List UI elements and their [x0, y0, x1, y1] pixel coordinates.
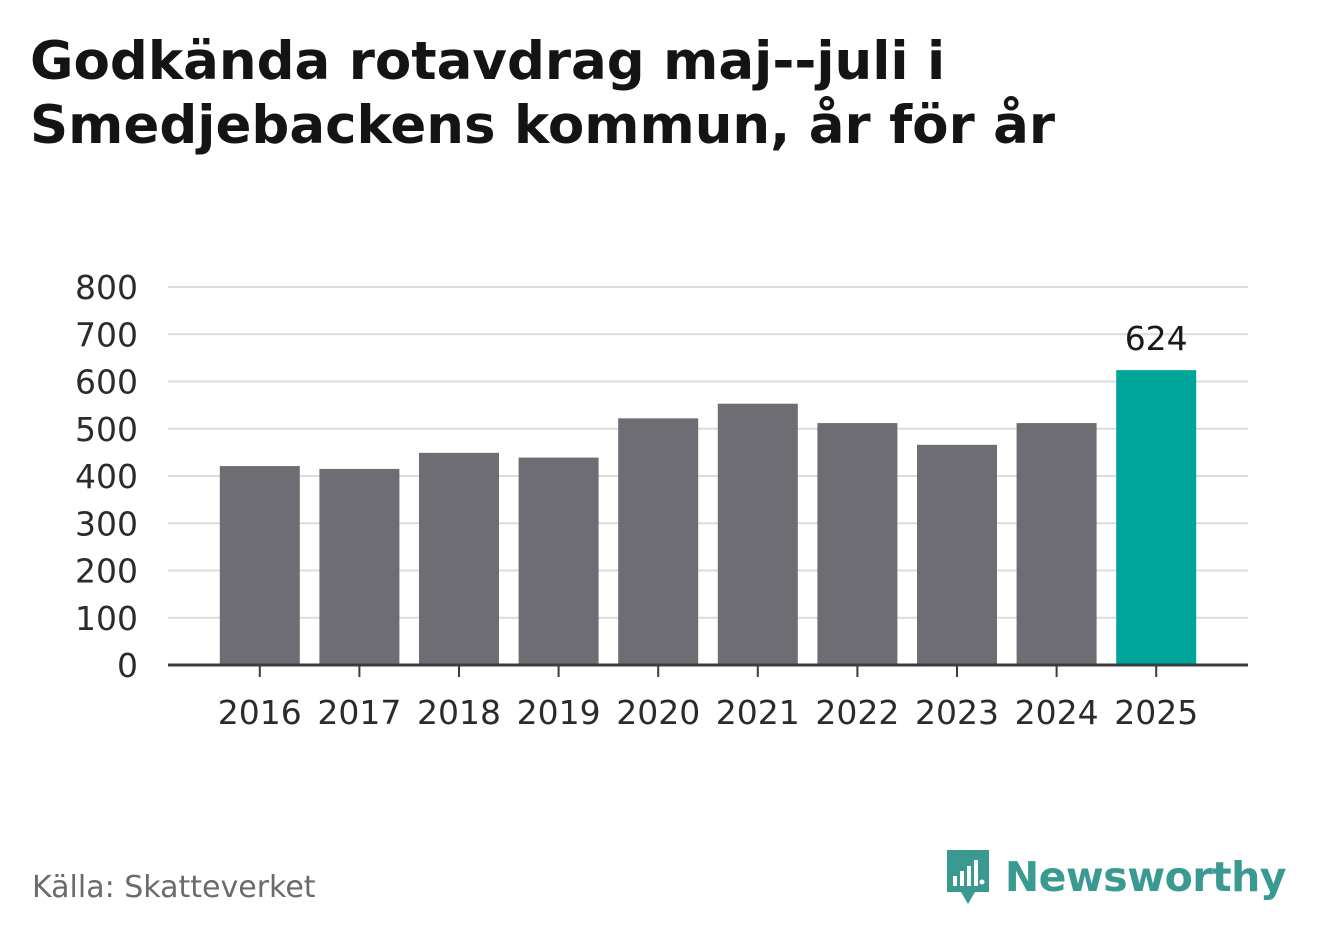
y-tick-label: 400	[75, 457, 138, 496]
y-tick-label: 200	[75, 552, 138, 591]
y-tick-label: 500	[75, 410, 138, 449]
y-tick-label: 700	[75, 315, 138, 354]
x-tick-label: 2017	[317, 693, 401, 732]
brand-logo: Newsworthy	[943, 846, 1287, 908]
bar-2016	[219, 466, 300, 665]
x-tick-label: 2016	[218, 693, 302, 732]
x-tick-label: 2023	[915, 693, 999, 732]
data-labels: 624	[1125, 319, 1188, 358]
x-tick-label: 2021	[716, 693, 800, 732]
x-tick-label: 2019	[517, 693, 601, 732]
bar-2024	[1016, 423, 1097, 665]
bars	[219, 370, 1197, 665]
bar-2020	[618, 418, 699, 665]
y-tick-label: 800	[75, 268, 138, 307]
y-tick-label: 300	[75, 504, 138, 543]
data-label: 624	[1125, 319, 1188, 358]
x-tick-label: 2022	[815, 693, 899, 732]
y-tick-label: 100	[75, 599, 138, 638]
newsworthy-logo-icon	[946, 850, 989, 904]
x-axis: 2016 2017 2018 2019 2020 2021 2022 2023 2024 2025	[168, 663, 1248, 732]
bar-2025	[1116, 370, 1197, 665]
x-tick-label: 2018	[417, 693, 501, 732]
bar-2018	[419, 452, 499, 665]
chart-title: Godkända rotavdrag maj--juli i Smedjebac…	[30, 31, 1056, 156]
bar-2021	[717, 403, 798, 665]
x-tick-label: 2020	[616, 693, 700, 732]
source-label: Källa: Skatteverket	[32, 870, 316, 905]
x-tick-label: 2024	[1015, 693, 1099, 732]
bar-2019	[518, 457, 599, 665]
bar-2022	[817, 423, 898, 665]
x-tick-label: 2025	[1114, 693, 1198, 732]
bar-2023	[917, 444, 997, 665]
y-axis-ticks: 0 100 200 300 400 500 600 700 800	[75, 268, 138, 685]
y-tick-label: 0	[117, 646, 138, 685]
bar-2017	[319, 468, 400, 665]
y-tick-label: 600	[75, 363, 138, 402]
brand-name: Newsworthy	[1004, 853, 1287, 901]
